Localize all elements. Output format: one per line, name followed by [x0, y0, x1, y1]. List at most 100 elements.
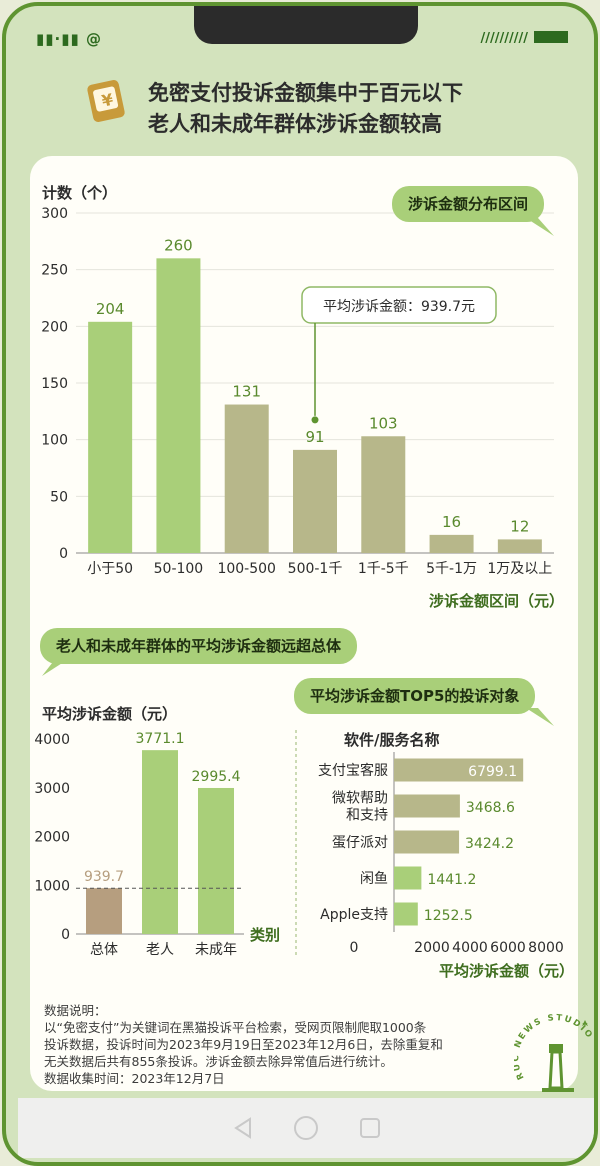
y-tick-label: 蛋仔派对	[332, 835, 388, 851]
bar-value-label: 2995.4	[192, 769, 241, 785]
x-tick-label: 老人	[146, 942, 174, 958]
bubble-tail	[526, 218, 554, 236]
bar-value-label: 1441.2	[427, 872, 476, 888]
note-line: 无关数据后共有855条投诉。涉诉金额去除异常值后进行统计。	[44, 1054, 393, 1069]
y-tick-label: 和支持	[346, 808, 388, 824]
bar	[497, 539, 542, 553]
bar	[429, 534, 474, 553]
bar-value-label: 939.7	[84, 869, 124, 885]
y-tick-label: 200	[41, 319, 68, 335]
bar	[293, 449, 337, 553]
x-tick-label: 5千-1万	[426, 561, 477, 577]
y-tick-label: 150	[41, 376, 68, 392]
bar-value-label: 3424.2	[465, 836, 514, 852]
status-bar-left: ▮▮·▮▮ @	[36, 30, 102, 48]
average-callout-box	[301, 286, 497, 324]
y-tick-label: 0	[61, 927, 70, 943]
bubble-tail	[526, 708, 554, 726]
note-line: 数据说明：	[44, 1003, 107, 1018]
bar	[224, 404, 269, 553]
chart2-x-axis-label: 类别	[250, 926, 280, 944]
bar-value-label: 260	[164, 236, 193, 254]
bar	[394, 830, 460, 854]
chart2-y-axis-label: 平均涉诉金额（元）	[42, 705, 177, 723]
y-tick-label: 100	[41, 433, 68, 449]
chart-amount-distribution: 计数（个） 0 50 100 150 200 250 300 204 小于50 260 50-100 1…	[41, 184, 564, 610]
chart-group-average: 平均涉诉金额（元） 0 1000 2000 3000 4000 939.7 总体 3771.1 老…	[34, 705, 280, 958]
x-tick-label: 0	[350, 940, 359, 956]
bar	[198, 787, 234, 934]
data-notes: 数据说明： 以“免密支付”为关键词在黑猫投诉平台检索，受网页限制爬取1000条 …	[44, 1002, 443, 1087]
chart3-x-axis-label: 平均涉诉金额（元）	[439, 962, 574, 980]
x-tick-label: 未成年	[195, 942, 237, 958]
bar	[394, 794, 460, 818]
note-line: 投诉数据，投诉时间为2023年9月19日至2023年12月6日，去除重复和	[44, 1037, 443, 1052]
title-line-1: 免密支付投诉金额集中于百元以下	[148, 81, 463, 105]
title-line-2: 老人和未成年群体涉诉金额较高	[148, 112, 442, 136]
page-title: 免密支付投诉金额集中于百元以下 老人和未成年群体涉诉金额较高	[148, 78, 463, 140]
chart3-y-axis-label: 软件/服务名称	[344, 731, 439, 749]
back-icon[interactable]	[232, 1116, 256, 1140]
bar-value-label: 131	[232, 383, 261, 401]
y-tick-label: 支付宝客服	[318, 762, 388, 779]
bar-value-label: 6799.1	[468, 764, 517, 780]
bar-value-label: 103	[369, 414, 398, 432]
note-line: 数据收集时间：2023年12月7日	[44, 1071, 225, 1086]
bar-value-label: 16	[442, 513, 461, 531]
battery-icon	[534, 31, 568, 43]
x-tick-label: 小于50	[87, 561, 133, 577]
x-tick-label: 8000	[528, 940, 564, 956]
bar-value-label: 1252.5	[424, 908, 473, 924]
chart2-title-bubble: 老人和未成年群体的平均涉诉金额远超总体	[40, 628, 358, 664]
phone-notch	[194, 6, 418, 44]
note-line: 以“免密支付”为关键词在黑猫投诉平台检索，受网页限制爬取1000条	[44, 1020, 427, 1035]
bubble-tail	[42, 658, 70, 676]
x-tick-label: 总体	[90, 942, 118, 958]
bar	[88, 321, 133, 553]
y-tick-label: Apple支持	[320, 907, 388, 923]
bar-value-label: 3771.1	[136, 731, 185, 747]
svg-text:¥: ¥	[100, 90, 115, 111]
ruc-news-studio-logo: RUC NEWS STUDIO	[514, 1013, 593, 1092]
bar	[86, 888, 122, 934]
x-tick-label: 1千-5千	[358, 561, 409, 577]
x-tick-label: 50-100	[154, 561, 204, 577]
android-nav-bar	[18, 1098, 594, 1158]
bar-value-label: 12	[510, 517, 529, 535]
x-tick-label: 2000	[414, 940, 450, 956]
average-callout-text: 平均涉诉金额：939.7元	[323, 299, 475, 315]
status-bar-right: //////////	[481, 31, 568, 46]
bar-value-label: 3468.6	[466, 800, 515, 816]
y-tick-label: 4000	[34, 732, 70, 748]
y-tick-label: 3000	[34, 781, 70, 797]
x-tick-label: 500-1千	[288, 561, 343, 577]
bar	[394, 866, 422, 890]
chart1-y-axis-label: 计数（个）	[42, 184, 117, 202]
bar	[142, 750, 178, 934]
home-icon[interactable]	[292, 1114, 320, 1142]
x-tick-label: 100-500	[217, 561, 276, 577]
phone-payment-icon: ¥	[87, 80, 125, 122]
callout-dot	[311, 416, 319, 424]
y-tick-label: 1000	[34, 878, 70, 894]
bar-value-label: 204	[96, 300, 125, 318]
y-tick-label: 2000	[34, 830, 70, 846]
signal-icon: //////////	[480, 31, 528, 46]
bar	[361, 436, 406, 553]
chart1-title-bubble: 涉诉金额分布区间	[392, 186, 545, 222]
bar	[394, 758, 524, 782]
chart3-title-bubble: 平均涉诉金额TOP5的投诉对象	[294, 678, 536, 714]
chart1-x-axis-label: 涉诉金额区间（元）	[429, 592, 564, 610]
recent-apps-icon[interactable]	[358, 1116, 382, 1140]
bar	[156, 258, 201, 553]
x-tick-label: 6000	[490, 940, 526, 956]
y-tick-label: 0	[59, 546, 68, 562]
y-tick-label: 微软帮助	[332, 791, 388, 807]
y-tick-label: 50	[50, 489, 68, 505]
y-tick-label: 300	[41, 206, 68, 222]
x-tick-label: 1万及以上	[487, 561, 552, 577]
y-tick-label: 250	[41, 263, 68, 279]
x-tick-label: 4000	[452, 940, 488, 956]
